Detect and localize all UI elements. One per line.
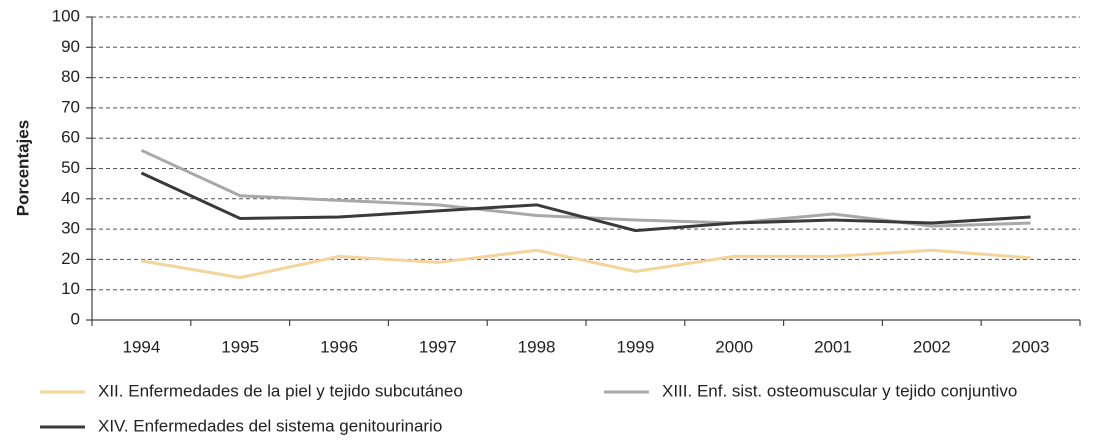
y-tick-label: 60 <box>61 128 80 147</box>
legend-label: XII. Enfermedades de la piel y tejido su… <box>98 381 463 400</box>
x-tick-label: 2002 <box>913 337 951 356</box>
y-tick-label: 20 <box>61 249 80 268</box>
y-tick-label: 100 <box>52 6 80 25</box>
y-tick-label: 50 <box>61 158 80 177</box>
y-tick-label: 0 <box>71 309 80 328</box>
y-tick-label: 10 <box>61 279 80 298</box>
x-tick-label: 1997 <box>419 337 457 356</box>
series-line <box>141 248 1031 280</box>
x-tick-label: 1999 <box>616 337 654 356</box>
y-tick-label: 80 <box>61 67 80 86</box>
legend-label: XIII. Enf. sist. osteomuscular y tejido … <box>662 381 1017 400</box>
series-line <box>140 148 1031 228</box>
x-tick-label: 2001 <box>814 337 852 356</box>
y-tick-label: 30 <box>61 219 80 238</box>
series-line <box>140 171 1031 233</box>
x-tick-label: 1996 <box>320 337 358 356</box>
y-axis-label: Porcentajes <box>13 120 32 216</box>
x-tick-label: 2003 <box>1012 337 1050 356</box>
x-tick-label: 1994 <box>122 337 160 356</box>
legend-label: XIV. Enfermedades del sistema genitourin… <box>98 416 442 435</box>
x-tick-label: 1998 <box>518 337 556 356</box>
y-tick-label: 70 <box>61 97 80 116</box>
x-tick-label: 1995 <box>221 337 259 356</box>
y-tick-label: 90 <box>61 37 80 56</box>
x-tick-label: 2000 <box>715 337 753 356</box>
y-tick-label: 40 <box>61 188 80 207</box>
